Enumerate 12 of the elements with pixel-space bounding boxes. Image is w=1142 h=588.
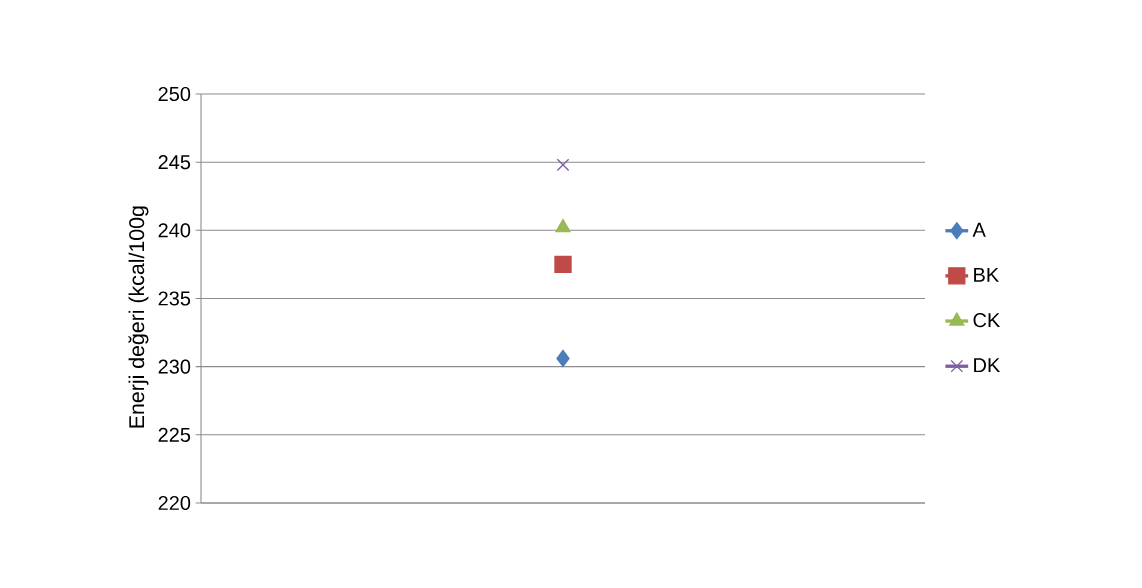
legend-label: BK — [974, 267, 999, 282]
y-tick-label: 220 — [158, 495, 191, 511]
y-tick-label: 245 — [158, 155, 191, 170]
legend-label: CK — [973, 313, 1001, 328]
y-tick-label: 235 — [158, 291, 191, 306]
y-tick-label: 250 — [158, 86, 191, 102]
legend-label: A — [972, 222, 986, 237]
y-tick-label: 240 — [158, 223, 191, 238]
y-tick-label: 230 — [158, 359, 191, 374]
legend-label: DK — [974, 358, 1001, 373]
y-axis-title: Enerji değeri (kcal/100g — [128, 206, 149, 428]
y-tick-label: 225 — [158, 427, 191, 442]
